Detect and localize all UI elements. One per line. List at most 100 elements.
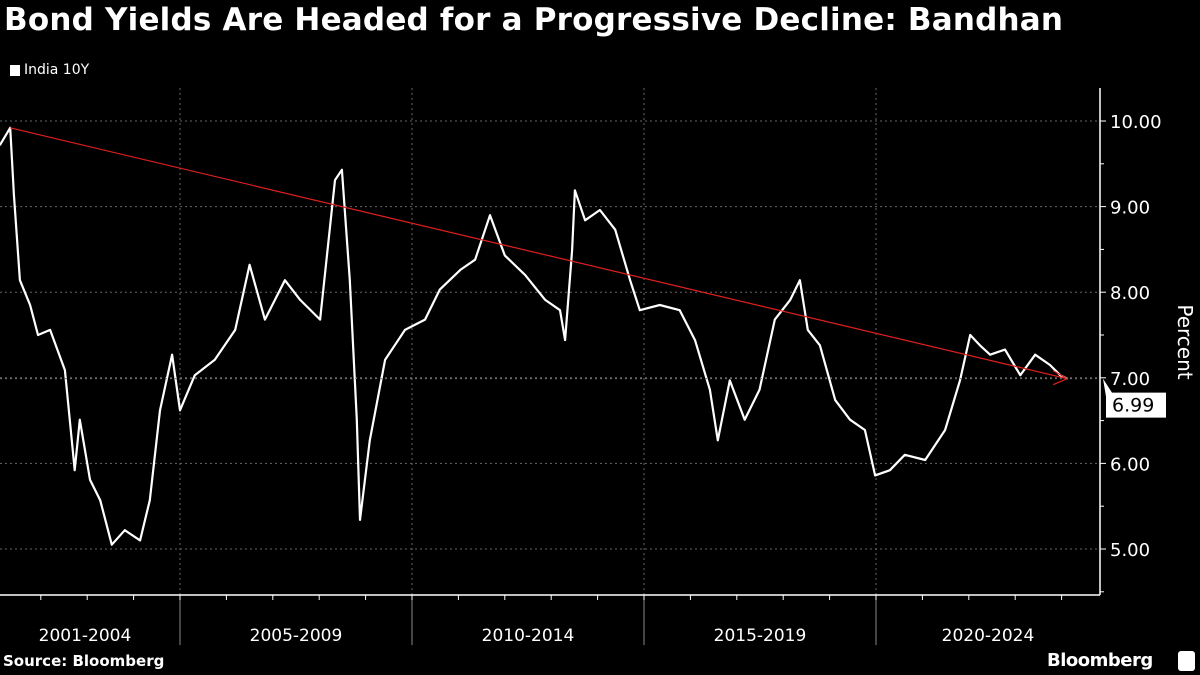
y-axis-label: Percent — [1173, 304, 1197, 379]
legend: India 10Y — [10, 62, 89, 78]
data-point — [264, 318, 266, 321]
y-tick-label: 10.00 — [1110, 112, 1162, 133]
data-point — [658, 304, 661, 306]
data-point — [29, 304, 32, 306]
data-point — [139, 539, 141, 542]
data-point — [544, 299, 547, 301]
data-point — [404, 328, 406, 331]
x-tick-label: 2001-2004 — [39, 626, 132, 646]
data-point — [944, 429, 947, 431]
data-point — [49, 328, 51, 331]
data-point — [148, 499, 151, 502]
data-point — [319, 318, 322, 321]
data-point — [573, 189, 576, 192]
data-point — [834, 399, 837, 401]
data-point — [64, 369, 66, 371]
data-point — [37, 334, 39, 336]
data-point — [489, 214, 491, 217]
data-point — [559, 309, 561, 312]
data-point — [524, 274, 527, 276]
legend-label: India 10Y — [24, 62, 90, 78]
data-point — [1004, 348, 1006, 351]
data-point — [99, 499, 102, 502]
data-point — [459, 269, 462, 271]
data-point — [758, 388, 761, 391]
data-point — [348, 279, 351, 282]
data-point — [110, 543, 113, 546]
brand-logo: Bloomberg — [1047, 650, 1153, 671]
data-point — [171, 353, 174, 356]
bloomberg-chart-icon — [1178, 651, 1195, 671]
y-tick-label: 6.00 — [1110, 454, 1150, 475]
data-point — [678, 309, 681, 312]
data-point — [438, 288, 441, 291]
data-point — [708, 388, 711, 391]
data-point — [773, 318, 776, 321]
data-point — [334, 179, 336, 181]
data-point — [849, 418, 851, 421]
data-point — [0, 144, 1, 146]
data-point — [924, 459, 927, 461]
y-tick-label: 9.00 — [1110, 198, 1150, 219]
data-point — [716, 439, 719, 442]
data-point — [19, 279, 21, 282]
data-point — [474, 258, 477, 261]
data-point — [424, 318, 426, 321]
data-point — [614, 228, 617, 231]
data-point — [299, 299, 302, 301]
data-point — [341, 168, 343, 171]
data-point — [799, 279, 801, 282]
source-note: Source: Bloomberg — [3, 652, 165, 670]
y-tick-label: 5.00 — [1110, 540, 1150, 561]
data-point — [564, 339, 567, 342]
trend-line — [10, 127, 1068, 380]
data-point — [213, 358, 216, 361]
data-point — [874, 474, 876, 477]
data-point — [248, 263, 251, 266]
data-point — [743, 418, 746, 421]
data-point — [234, 328, 237, 331]
data-point — [989, 353, 992, 356]
data-point — [368, 439, 371, 442]
data-point — [179, 409, 181, 412]
data-point — [889, 469, 891, 472]
data-point — [959, 379, 961, 382]
data-point — [728, 379, 731, 382]
data-point — [89, 478, 91, 481]
data-point — [863, 429, 866, 431]
data-point — [806, 328, 809, 331]
data-point — [73, 469, 76, 472]
chart-title: Bond Yields Are Headed for a Progressive… — [4, 2, 1064, 38]
data-point — [979, 344, 981, 347]
data-point — [503, 254, 506, 257]
data-point — [694, 339, 696, 342]
data-point — [903, 453, 906, 456]
last-value-label: 6.99 — [1112, 395, 1154, 417]
data-point — [789, 299, 792, 301]
data-point — [1019, 374, 1022, 377]
india-10y-line — [0, 126, 1068, 546]
trend-arrowhead-icon — [1052, 370, 1069, 386]
x-tick-label: 2010-2014 — [482, 626, 575, 646]
data-point — [359, 518, 361, 521]
data-point — [159, 409, 161, 412]
data-point — [818, 344, 821, 347]
y-tick-label: 7.00 — [1110, 369, 1150, 390]
data-point — [969, 334, 972, 336]
data-point — [599, 209, 601, 211]
data-point — [384, 358, 386, 361]
data-point — [629, 279, 631, 282]
legend-swatch-icon — [10, 64, 20, 76]
data-point — [78, 418, 81, 421]
x-tick-label: 2020-2024 — [942, 626, 1035, 646]
last-value-badge — [1103, 378, 1166, 418]
data-point — [123, 529, 126, 532]
data-point — [193, 374, 196, 377]
x-tick-label: 2005-2009 — [250, 626, 343, 646]
data-point — [355, 418, 358, 421]
data-point — [12, 193, 15, 196]
data-point — [283, 279, 286, 282]
x-tick-label: 2015-2019 — [714, 626, 807, 646]
data-point — [638, 309, 641, 312]
